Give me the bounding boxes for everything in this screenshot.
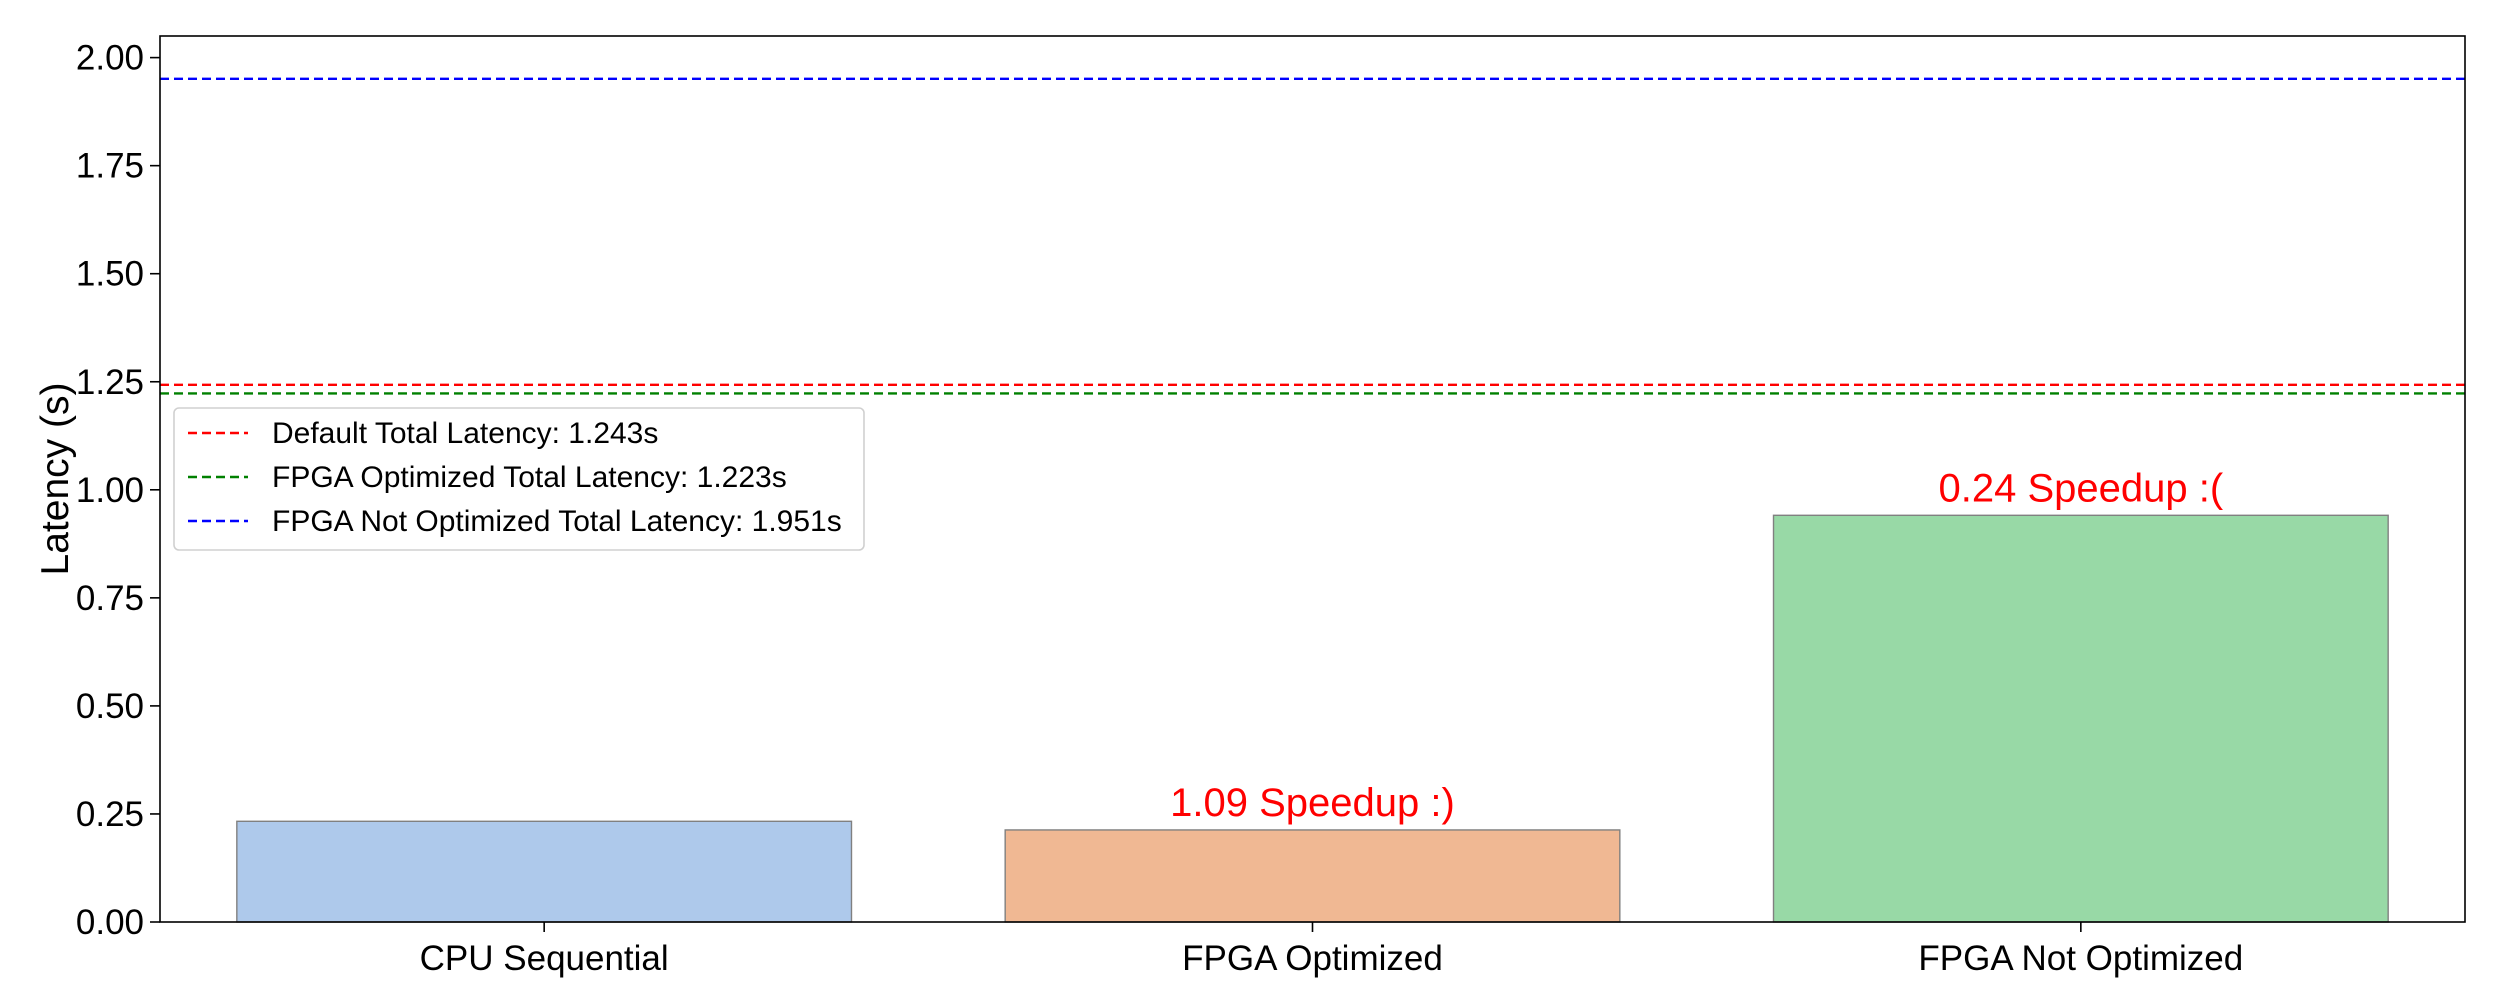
x-tick-label: FPGA Not Optimized [1918,939,2243,978]
y-tick-label: 1.25 [76,363,144,402]
y-tick-label: 1.00 [76,471,144,510]
bar-annotations: 1.09 Speedup :) 0.24 Speedup :( [1170,466,2224,825]
x-tick-label: FPGA Optimized [1182,939,1443,978]
x-tick-label: CPU Sequential [420,939,669,978]
y-tick-label: 0.25 [76,795,144,834]
x-axis: CPU Sequential FPGA Optimized FPGA Not Opt… [420,922,2243,978]
speedup-annotation: 0.24 Speedup :( [1938,466,2223,510]
bar-cpu-sequential [236,820,853,923]
y-tick-label: 0.75 [76,579,144,618]
reference-lines [160,77,2465,395]
legend-entry-label: FPGA Optimized Total Latency: 1.223s [272,461,787,494]
y-tick-label: 1.75 [76,147,144,186]
bars [236,514,2389,923]
y-tick-label: 2.00 [76,39,144,78]
y-axis-label: Latency (s) [34,383,77,576]
y-axis: 0.00 0.25 0.50 0.75 1.00 1.25 1.50 1.75 2.00 [76,39,160,942]
y-tick-label: 0.00 [76,903,144,942]
bar-fpga-optimized [1004,829,1621,923]
bar-fpga-not-optimized [1772,514,2389,923]
legend-entry-label: FPGA Not Optimized Total Latency: 1.951s [272,505,842,538]
y-tick-label: 0.50 [76,687,144,726]
speedup-annotation: 1.09 Speedup :) [1170,781,1455,825]
legend-box [173,407,865,551]
legend: Default Total Latency: 1.243s FPGA Optimi… [173,407,865,551]
y-tick-label: 1.50 [76,255,144,294]
legend-entry-label: Default Total Latency: 1.243s [272,417,658,450]
